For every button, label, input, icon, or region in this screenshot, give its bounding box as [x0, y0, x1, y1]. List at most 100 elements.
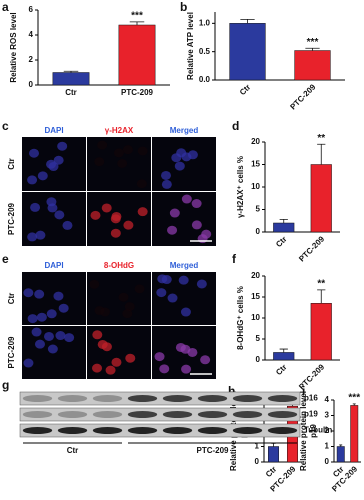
x-tick-label: Ctr — [274, 363, 289, 378]
panel-letter: b — [180, 0, 187, 14]
x-tick-label: PTC-209 — [121, 88, 154, 97]
cell-nucleus — [34, 339, 45, 349]
cell-nucleus — [134, 284, 145, 294]
cell-nucleus — [46, 159, 57, 169]
cell-nucleus — [53, 155, 64, 165]
cell-nucleus — [30, 202, 41, 212]
cell-nucleus — [191, 199, 202, 209]
bar — [268, 446, 279, 463]
column-header: DAPI — [44, 126, 63, 135]
row-label: Ctr — [7, 293, 16, 305]
y-tick-label: 1 — [255, 442, 260, 451]
band-label: p16 — [304, 394, 318, 403]
y-tick-label: 1.0 — [199, 18, 211, 27]
y-tick-label: 2 — [325, 426, 330, 435]
cell-nucleus — [111, 211, 122, 221]
cell-nucleus — [110, 228, 121, 238]
band-label: Tubulin — [304, 426, 332, 435]
error-bar — [317, 143, 326, 165]
cell-nucleus — [196, 279, 207, 289]
column-header: Merged — [170, 261, 199, 270]
blot-band — [162, 395, 193, 402]
cell-nucleus — [122, 145, 133, 155]
blot-band — [162, 411, 193, 418]
panel-letter: e — [2, 252, 9, 266]
error-bar — [279, 219, 288, 223]
panel-letter: g — [2, 378, 9, 392]
y-axis-label: Relative protein level — [299, 391, 308, 471]
panel-letter: a — [2, 0, 9, 14]
error-bar — [339, 444, 343, 447]
cell-nucleus — [64, 333, 75, 343]
blot-band — [197, 395, 228, 402]
cell-nucleus — [92, 363, 103, 373]
panel-letter: i — [302, 384, 305, 398]
cell-nucleus — [62, 220, 73, 230]
cell-nucleus — [92, 330, 103, 340]
cell-nucleus — [101, 203, 112, 213]
micrograph — [87, 272, 151, 325]
bar — [310, 164, 332, 233]
y-tick-label: 6 — [29, 5, 34, 14]
blot-band — [22, 427, 53, 434]
blot-band — [197, 427, 228, 434]
cell-nucleus — [122, 309, 133, 319]
cell-nucleus — [58, 303, 69, 313]
cell-nucleus — [157, 274, 168, 284]
column-header: DAPI — [44, 261, 63, 270]
cell-nucleus — [124, 302, 135, 312]
cell-nucleus — [35, 230, 46, 240]
blot-band — [127, 411, 158, 418]
bar — [310, 303, 332, 361]
y-tick-label: 20 — [251, 271, 260, 280]
y-tick-label: 0 — [256, 227, 261, 236]
blot-band — [162, 427, 193, 434]
cell-nucleus — [55, 331, 66, 341]
bar — [118, 24, 156, 86]
error-bar — [305, 47, 320, 51]
bar — [273, 352, 295, 361]
y-tick-label: 0 — [29, 80, 34, 89]
y-tick-label: 0.5 — [199, 47, 211, 56]
bar — [52, 72, 90, 86]
y-tick-label: 5 — [256, 205, 261, 214]
cell-nucleus — [160, 170, 171, 180]
blot-strip — [19, 391, 301, 406]
cell-nucleus — [181, 194, 192, 204]
x-tick-label: PTC-209 — [288, 82, 317, 111]
bar — [273, 222, 295, 233]
cell-nucleus — [136, 179, 147, 189]
error-bar — [317, 289, 326, 304]
band-label: p19 — [304, 410, 318, 419]
x-tick-label: Ctr — [264, 465, 279, 480]
cell-nucleus — [125, 353, 136, 363]
row-label: Ctr — [7, 158, 16, 170]
blot-band — [92, 427, 123, 434]
x-tick-label: Ctr — [238, 83, 253, 98]
cell-nucleus — [97, 140, 108, 150]
cell-nucleus — [174, 161, 185, 171]
blot-band — [267, 395, 298, 402]
y-tick-label: 4 — [325, 395, 330, 404]
cell-nucleus — [178, 275, 189, 285]
blot-band — [127, 395, 158, 402]
panel-letter: h — [228, 384, 235, 398]
cell-nucleus — [89, 279, 100, 289]
y-tick-label: 3 — [325, 411, 330, 420]
significance: *** — [307, 37, 319, 48]
blot-band — [127, 427, 158, 434]
y-tick-label: 2 — [29, 55, 34, 64]
error-bar — [352, 403, 356, 406]
blot-band — [232, 395, 263, 402]
cell-nucleus — [137, 207, 148, 217]
column-header: 8-OHdG — [104, 261, 134, 270]
significance: *** — [348, 393, 360, 404]
y-tick-label: 0 — [256, 355, 261, 364]
cell-nucleus — [187, 347, 198, 357]
y-axis-sublabel: p19 — [309, 424, 318, 438]
error-bar — [271, 443, 276, 447]
y-tick-label: 15 — [251, 292, 260, 301]
significance: *** — [131, 11, 143, 22]
cell-nucleus — [180, 307, 191, 317]
